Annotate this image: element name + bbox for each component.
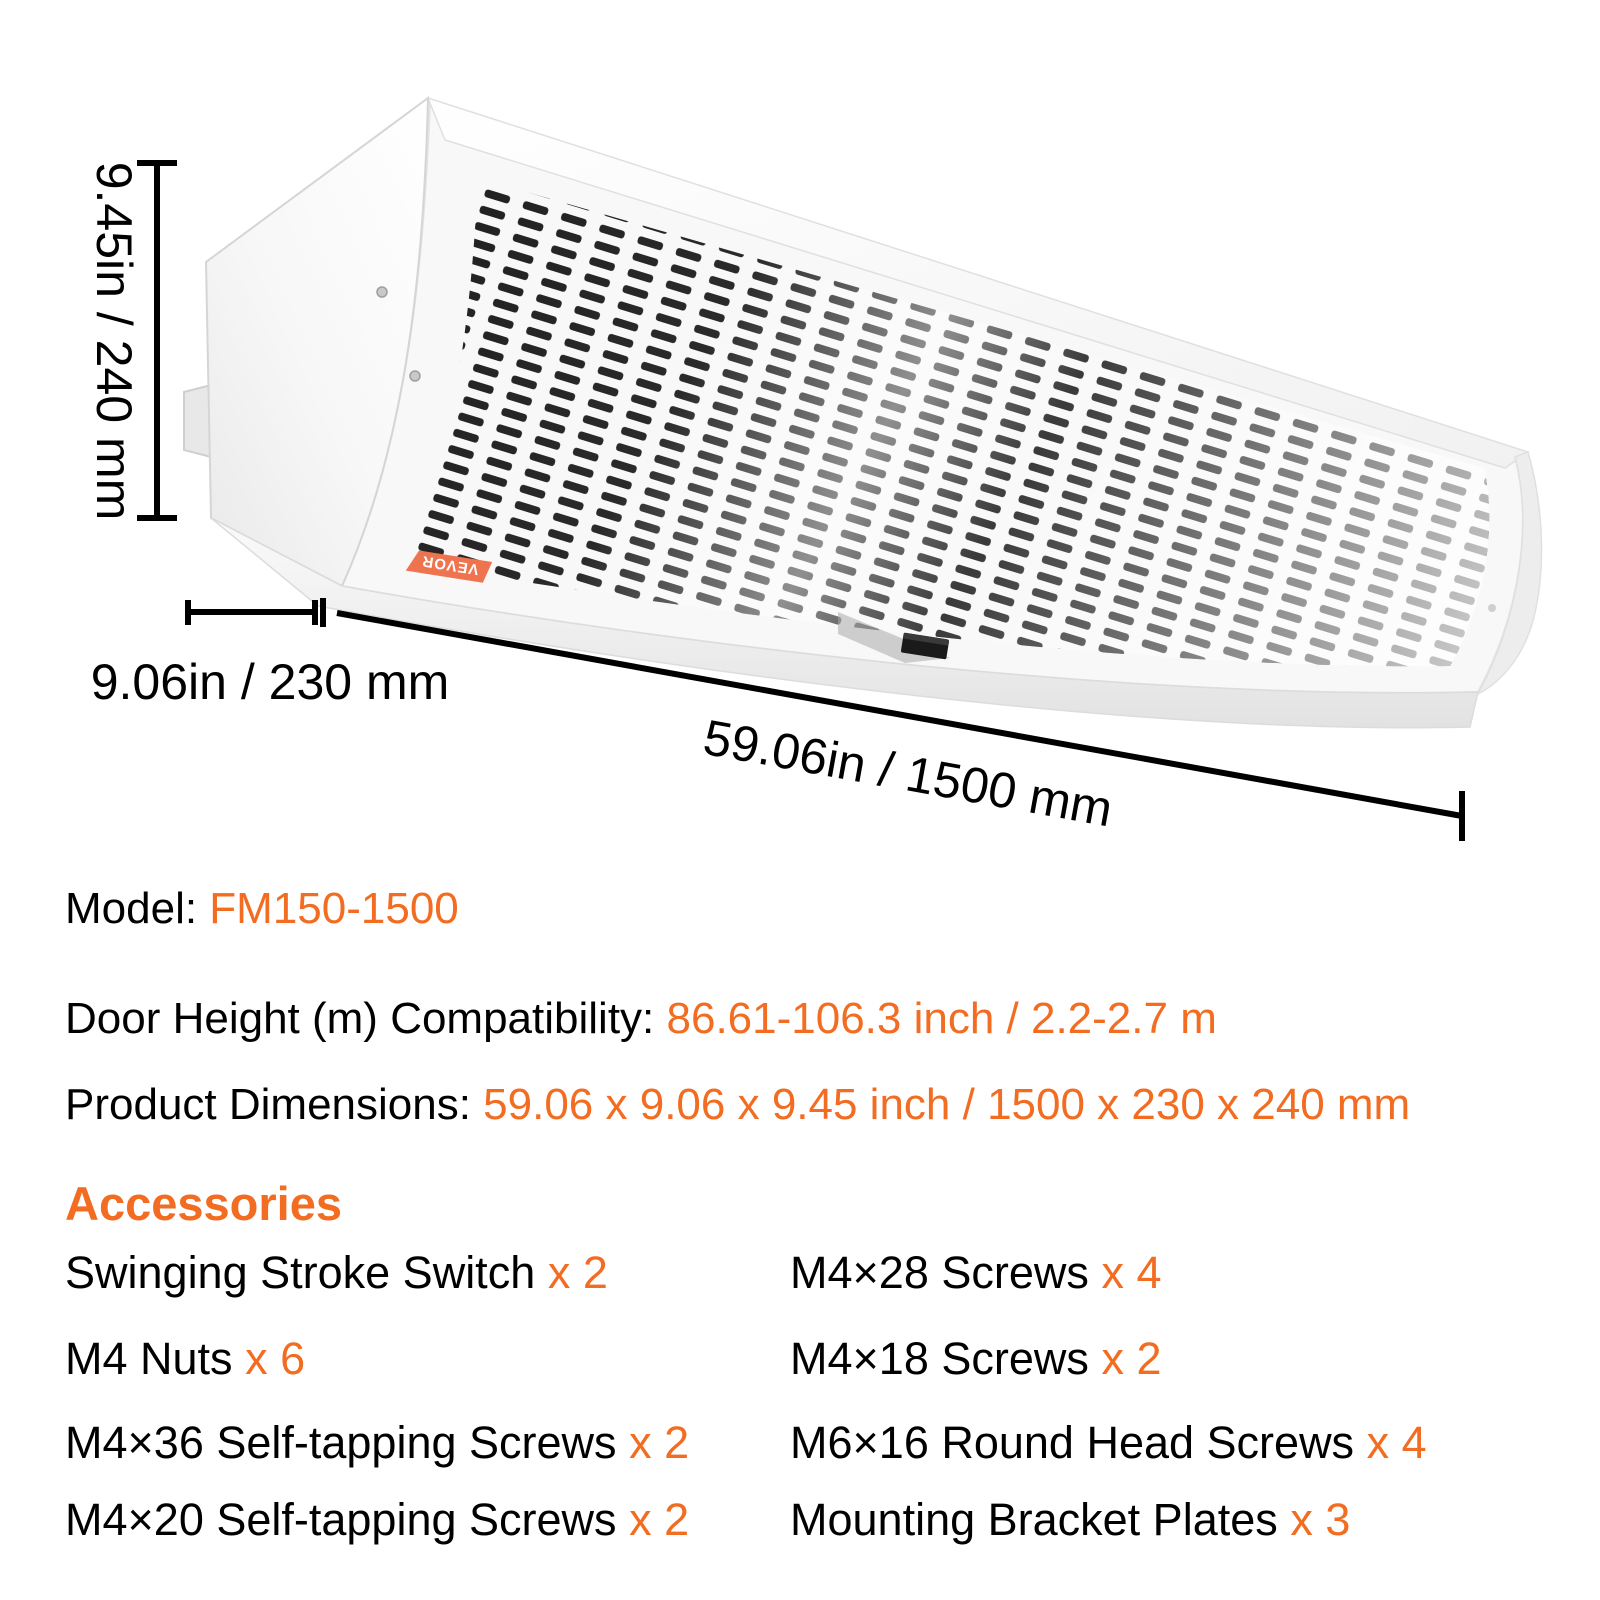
end-cap-screw — [409, 370, 421, 382]
accessory-item: Swinging Stroke Switch x 2 — [65, 1247, 608, 1299]
accessory-qty: x 2 — [1101, 1333, 1162, 1384]
accessory-name: M4×20 Self-tapping Screws — [65, 1494, 617, 1545]
accessories-heading: Accessories — [65, 1177, 342, 1230]
accessory-name: Swinging Stroke Switch — [65, 1247, 536, 1298]
accessory-qty: x 2 — [547, 1247, 608, 1298]
left-end-cap — [204, 95, 430, 588]
model-label: Model: — [65, 884, 210, 933]
product-dimensions-value: 59.06 x 9.06 x 9.45 inch / 1500 x 230 x … — [483, 1080, 1411, 1129]
length-dimension-label: 59.06in / 1500 mm — [699, 709, 1117, 837]
accessory-qty: x 3 — [1290, 1494, 1351, 1545]
length-dimension-line — [336, 610, 1465, 841]
model-value: FM150-1500 — [209, 884, 459, 933]
brand-logo: VEVOR — [405, 550, 493, 583]
product-dimensions-label: Product Dimensions: — [65, 1080, 484, 1129]
accessory-qty: x 4 — [1366, 1417, 1427, 1468]
right-end-cap — [1476, 451, 1543, 696]
accessory-name: M4×18 Screws — [790, 1333, 1089, 1384]
power-switch — [901, 632, 949, 660]
air-curtain-diagram: VEVOR 9.45in / 240 mm 9.06in / 230 mm 59… — [86, 95, 1543, 841]
grille-screw — [1488, 604, 1496, 612]
accessory-item: M4×28 Screws x 4 — [790, 1247, 1162, 1299]
accessory-qty: x 2 — [629, 1417, 690, 1468]
model-line: Model: FM150-1500 — [65, 884, 459, 935]
end-cap-screw — [376, 286, 388, 298]
accessory-name: M4×28 Screws — [790, 1247, 1089, 1298]
accessory-item: Mounting Bracket Plates x 3 — [790, 1494, 1350, 1546]
door-height-value: 86.61-106.3 inch / 2.2-2.7 m — [666, 994, 1217, 1043]
accessory-qty: x 4 — [1101, 1247, 1162, 1298]
accessory-name: Mounting Bracket Plates — [790, 1494, 1278, 1545]
accessory-item: M4×36 Self-tapping Screws x 2 — [65, 1417, 689, 1469]
accessory-item: M6×16 Round Head Screws x 4 — [790, 1417, 1427, 1469]
accessory-name: M4 Nuts — [65, 1333, 233, 1384]
accessory-name: M4×36 Self-tapping Screws — [65, 1417, 617, 1468]
accessory-qty: x 2 — [629, 1494, 690, 1545]
accessory-item: M4×20 Self-tapping Screws x 2 — [65, 1494, 689, 1546]
top-face — [426, 96, 1530, 469]
dimension-lines — [137, 160, 1465, 841]
height-dimension-label: 9.45in / 240 mm — [86, 162, 142, 521]
door-height-line: Door Height (m) Compatibility: 86.61-106… — [65, 994, 1217, 1045]
accessory-item: M4 Nuts x 6 — [65, 1333, 305, 1385]
door-height-label: Door Height (m) Compatibility: — [65, 994, 667, 1043]
accessory-qty: x 6 — [245, 1333, 306, 1384]
height-dimension-line — [137, 160, 177, 521]
accessory-item: M4×18 Screws x 2 — [790, 1333, 1162, 1385]
depth-dimension-line — [185, 598, 326, 627]
product-dimensions-line: Product Dimensions: 59.06 x 9.06 x 9.45 … — [65, 1080, 1410, 1131]
depth-dimension-label: 9.06in / 230 mm — [91, 654, 450, 710]
accessory-name: M6×16 Round Head Screws — [790, 1417, 1355, 1468]
bottom-panel — [210, 517, 1479, 729]
